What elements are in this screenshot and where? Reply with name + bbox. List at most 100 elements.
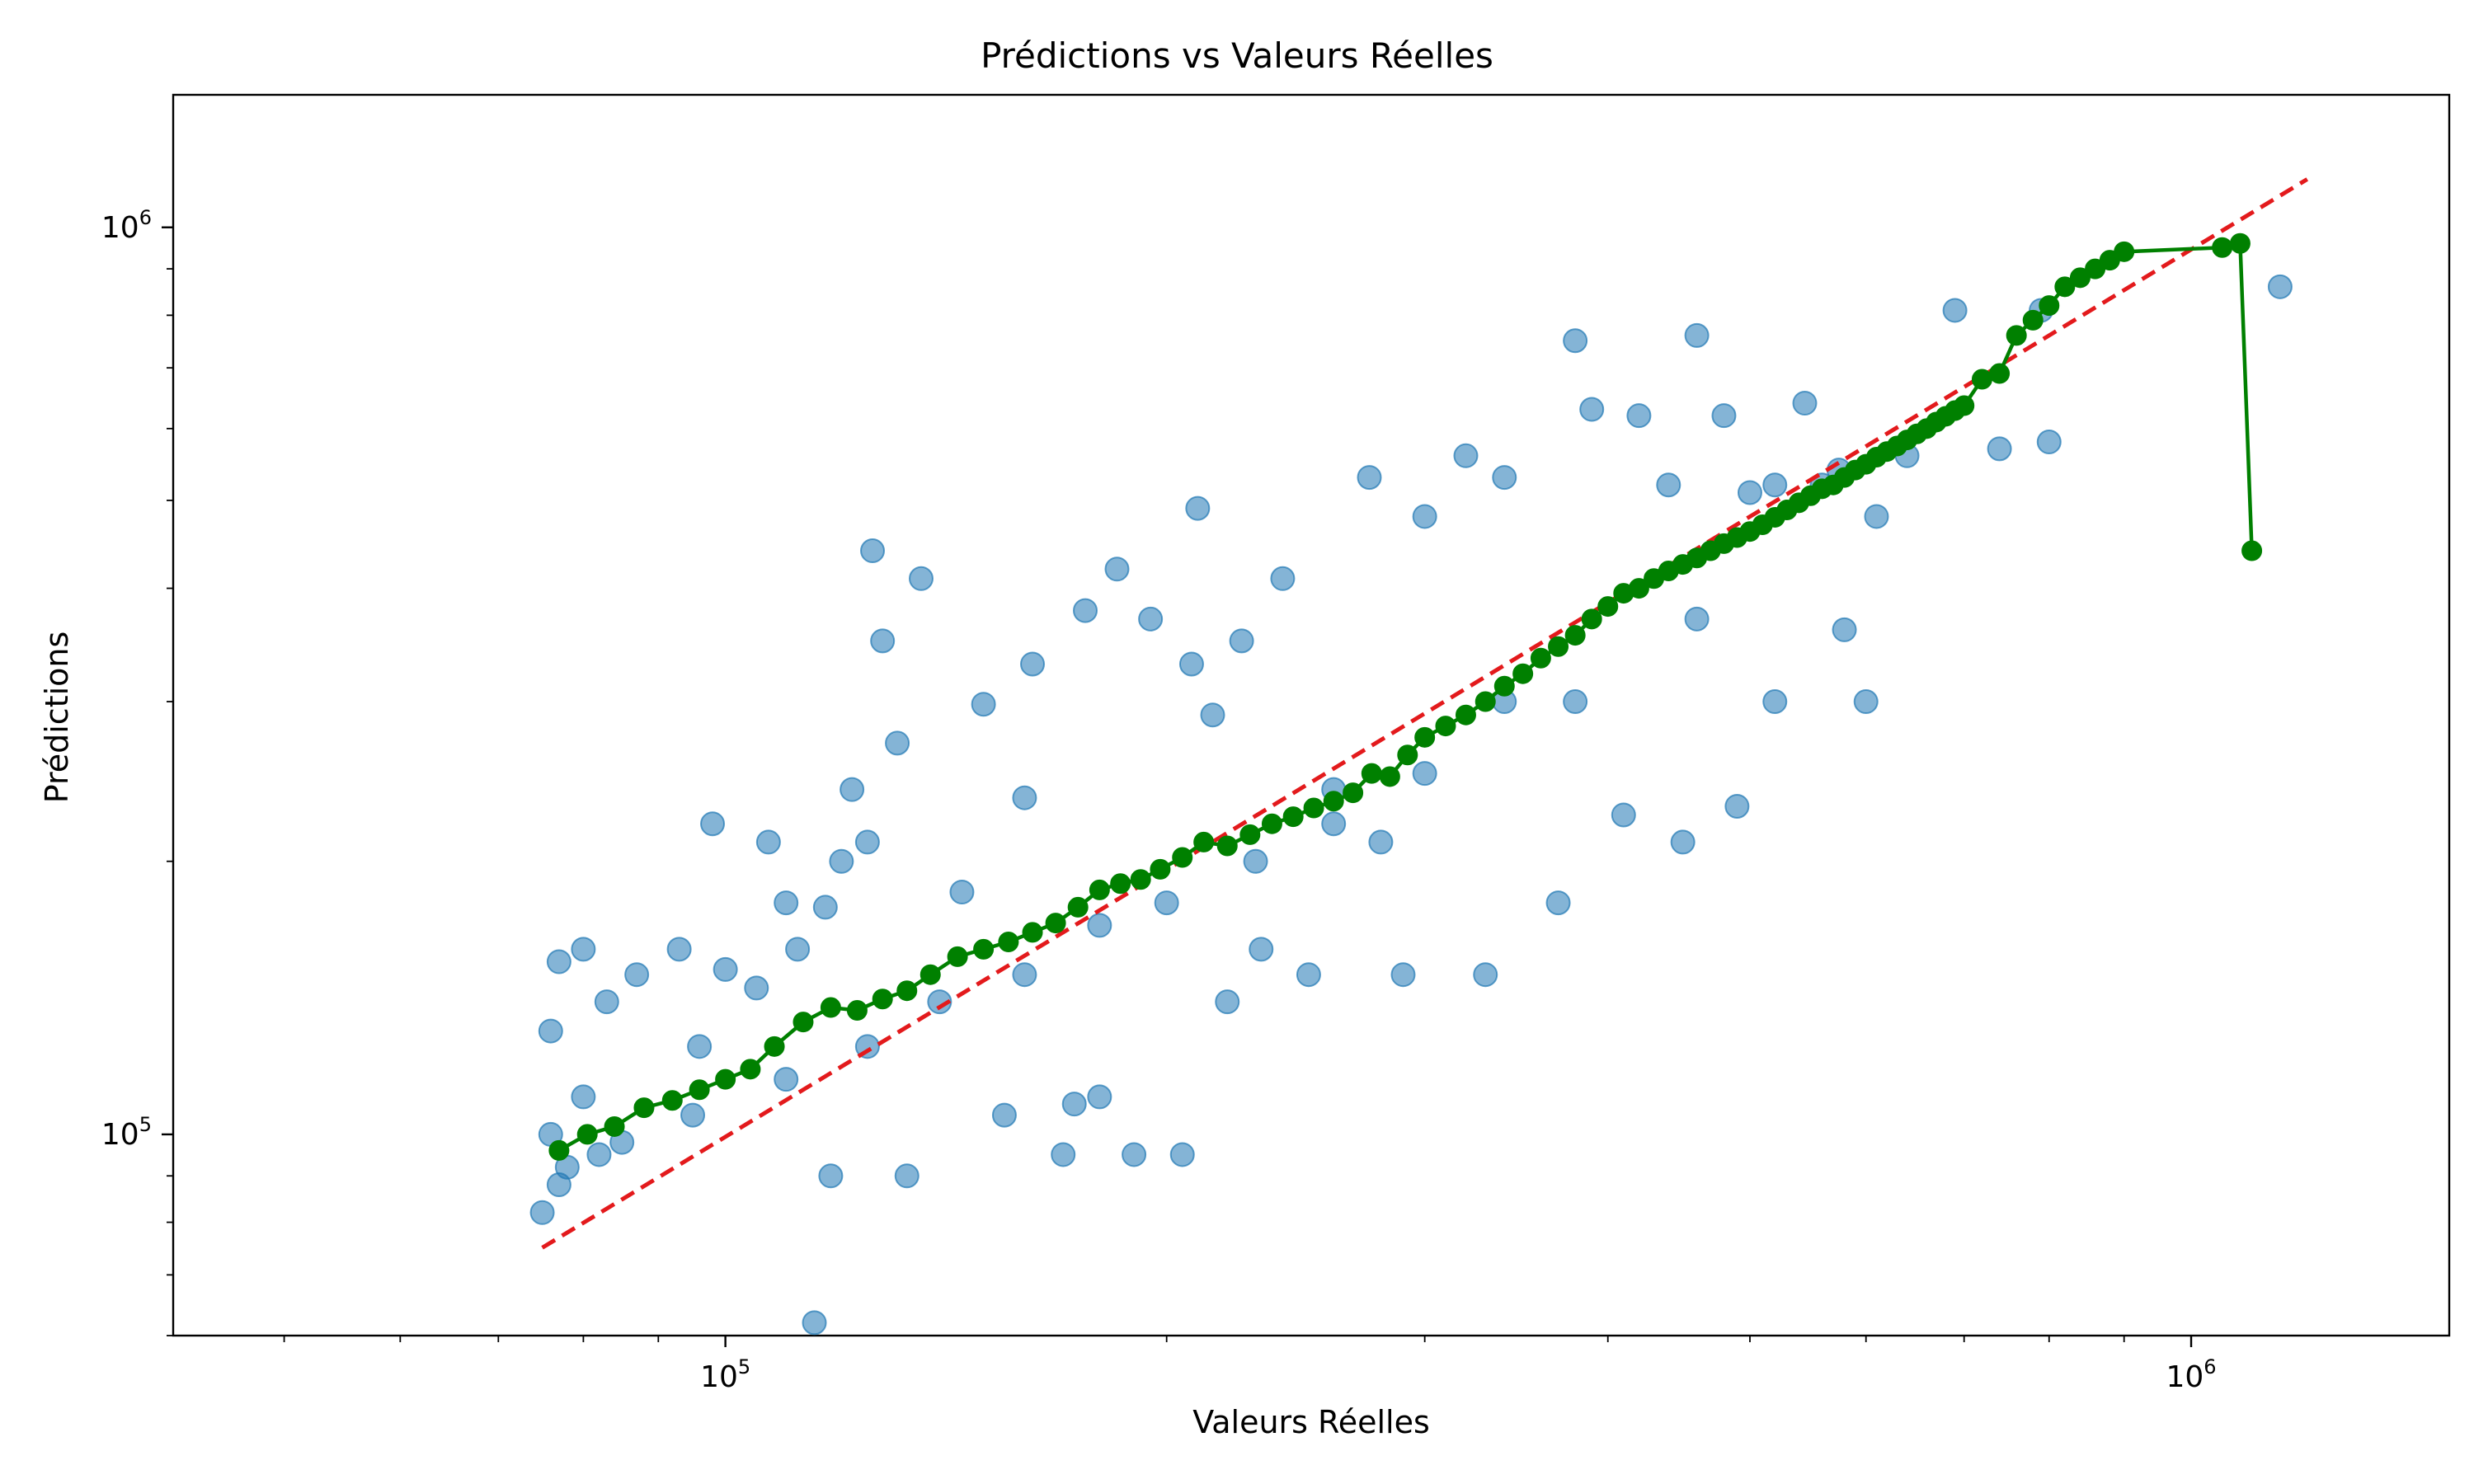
trend-point — [1493, 675, 1515, 697]
scatter-point — [624, 962, 650, 988]
scatter-point — [1684, 322, 1710, 348]
scatter-point — [755, 829, 781, 855]
scatter-point — [1832, 617, 1857, 642]
trend-point — [1548, 636, 1569, 657]
scatter-point — [1563, 689, 1588, 715]
x-axis-ticks: 105 106 — [283, 1336, 2217, 1394]
scatter-point — [538, 1018, 563, 1044]
reference-line-layer — [541, 177, 2309, 1250]
scatter-point — [1670, 829, 1696, 855]
scatter-point — [774, 890, 799, 916]
scatter-point — [927, 989, 952, 1015]
x-axis-label: Valeurs Réelles — [1192, 1404, 1430, 1440]
scatter-point — [1412, 504, 1437, 529]
trend-point — [1303, 797, 1324, 819]
scatter-point — [571, 1084, 596, 1110]
scatter-point — [680, 1102, 706, 1128]
trend-point — [1216, 835, 1238, 857]
scatter-point — [774, 1067, 799, 1092]
trend-point — [2006, 325, 2027, 346]
scatter-point — [818, 1163, 844, 1189]
trend-point — [1414, 726, 1436, 748]
scatter-point — [812, 895, 838, 920]
trend-point — [998, 931, 1019, 952]
scatter-point — [1368, 829, 1394, 855]
scatter-point — [1737, 480, 1762, 505]
trend-point — [1971, 369, 1992, 390]
scatter-point — [1087, 913, 1112, 938]
scatter-point — [1012, 962, 1037, 988]
trend-point — [1150, 858, 1171, 880]
scatter-point — [1051, 1142, 1076, 1167]
trend-point — [846, 1000, 868, 1021]
scatter-point — [546, 949, 571, 974]
trend-point — [740, 1059, 761, 1080]
scatter-point — [1473, 962, 1498, 988]
trend-point — [2229, 232, 2251, 254]
trend-point — [793, 1012, 814, 1033]
y-tick-label: 105 — [101, 1113, 152, 1152]
trend-point — [920, 964, 941, 985]
trend-point — [689, 1079, 710, 1101]
scatter-point — [2267, 274, 2293, 299]
trend-point — [1435, 716, 1456, 737]
scatter-point — [700, 811, 726, 837]
trend-point — [1475, 691, 1496, 712]
trend-point — [604, 1115, 625, 1137]
trend-point — [715, 1068, 736, 1090]
trend-point — [947, 946, 968, 967]
scatter-point — [666, 937, 692, 962]
trend-point — [820, 997, 841, 1018]
trend-point — [973, 938, 995, 960]
scatter-point — [1104, 556, 1130, 582]
trend-point — [1089, 879, 1110, 900]
scatter-point — [860, 538, 886, 564]
scatter-point — [1390, 962, 1416, 988]
scatter-point — [546, 1172, 571, 1198]
scatter-point — [1357, 465, 1382, 491]
trend-point — [2054, 276, 2076, 298]
scatter-point — [840, 777, 865, 802]
trend-point — [2241, 540, 2263, 561]
scatter-point — [1020, 651, 1046, 677]
scatter-point — [1579, 397, 1605, 422]
scatter-point — [1321, 811, 1347, 837]
scatter-point — [894, 1163, 920, 1189]
trend-point — [1397, 744, 1418, 766]
scatter-point — [1122, 1142, 1147, 1167]
scatter-point — [949, 879, 975, 904]
scatter-point — [744, 975, 769, 1001]
trend-point — [764, 1036, 785, 1057]
trend-point — [1261, 813, 1282, 834]
trend-point — [1379, 766, 1400, 787]
scatter-point — [1073, 598, 1098, 623]
trend-point — [1239, 824, 1261, 845]
scatter-point — [1185, 495, 1211, 521]
scatter-point — [1154, 890, 1179, 916]
trend-point — [1564, 625, 1586, 646]
scatter-point — [1296, 962, 1321, 988]
scatter-point — [1942, 298, 1968, 323]
scatter-point — [854, 829, 880, 855]
scatter-point — [785, 937, 811, 962]
y-axis-ticks: 105 106 — [101, 206, 173, 1336]
scatter-point — [1656, 472, 1681, 498]
reference-line — [541, 177, 2309, 1250]
trend-point — [1130, 869, 1151, 890]
scatter-point — [1249, 937, 1274, 962]
scatter-point — [713, 956, 738, 982]
trend-point — [1361, 763, 1382, 784]
trend-point — [1323, 791, 1344, 812]
scatter-point — [802, 1310, 827, 1336]
scatter-point — [687, 1034, 713, 1059]
scatter-point — [908, 566, 934, 591]
scatter-point — [1087, 1084, 1112, 1110]
scatter-point — [1200, 702, 1225, 728]
scatter-point — [1724, 793, 1750, 819]
trend-point — [872, 989, 893, 1010]
trend-point — [661, 1090, 683, 1111]
scatter-point — [594, 989, 619, 1015]
trend-point — [2114, 241, 2135, 262]
scatter-point — [1169, 1142, 1195, 1167]
scatter-point — [1061, 1092, 1087, 1117]
